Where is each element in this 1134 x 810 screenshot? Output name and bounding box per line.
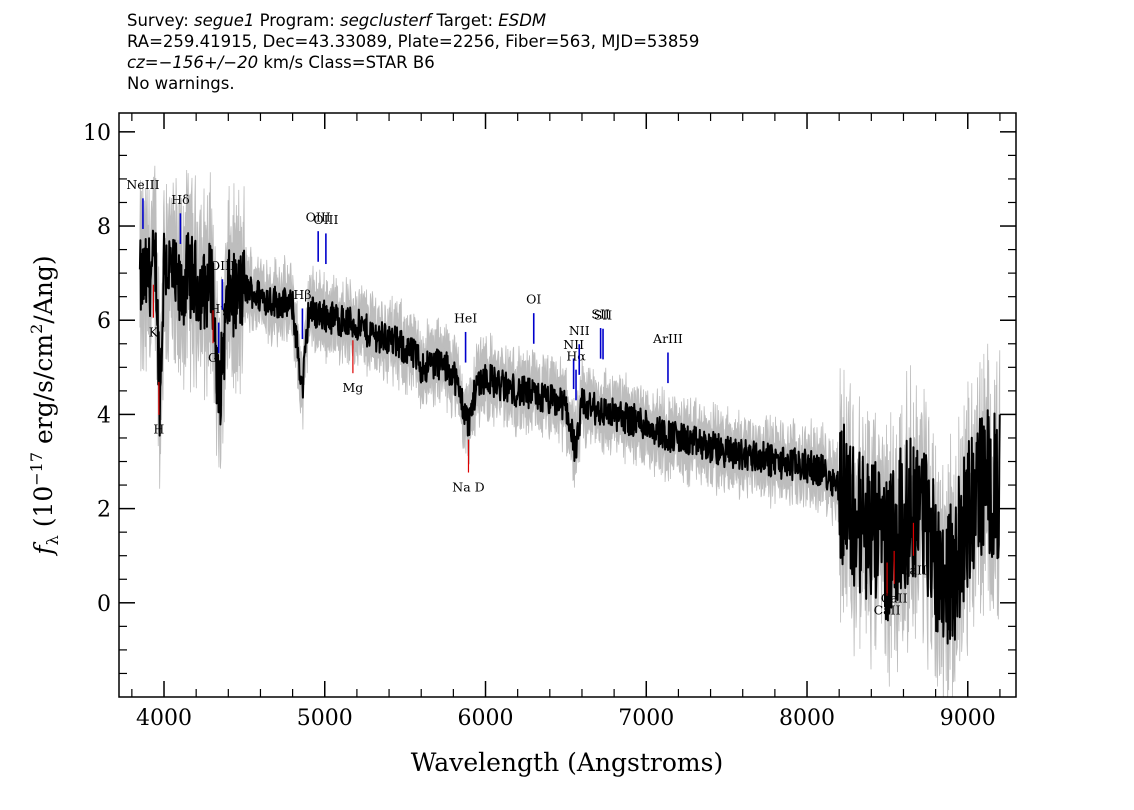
spectrum-header: Survey: segue1 Program: segclusterf Targ…	[127, 10, 699, 94]
line-marker-label: NeIII	[126, 177, 159, 192]
line-marker-label: Hδ	[171, 192, 189, 207]
y-tick-label: 4	[97, 403, 111, 428]
axes: 4000 5000 6000 7000 8000 9000 0 2 4 6 8 10	[83, 113, 1016, 731]
line-marker-label: CaII	[874, 602, 901, 617]
line-marker-label: OIII	[210, 258, 235, 273]
y-tick-label: 0	[97, 592, 111, 617]
line-marker-label: HeI	[454, 311, 477, 326]
line-marker-label: OIII	[306, 210, 331, 225]
line-marker-label: Hα	[566, 348, 586, 363]
target-value: ESDM	[498, 11, 547, 30]
line-marker-label: OIII	[313, 212, 338, 227]
program-value: segclusterf	[340, 11, 432, 30]
line-marker-label: OI	[526, 292, 541, 307]
x-tick-label: 6000	[458, 706, 514, 731]
header-line-survey: Survey: segue1 Program: segclusterf Targ…	[127, 11, 547, 30]
header-line-coordinates: RA=259.41915, Dec=43.33089, Plate=2256, …	[127, 32, 700, 51]
header-line-warnings: No warnings.	[127, 74, 235, 93]
x-tick-label: 8000	[779, 706, 835, 731]
line-marker-label: CaII	[900, 563, 927, 578]
line-marker-label: CaII	[881, 591, 908, 606]
x-tick-label: 5000	[297, 706, 353, 731]
y-tick-label: 8	[97, 215, 111, 240]
error-band	[139, 165, 1001, 697]
line-markers: NeIIIHδHγOIIIHβOIIIOIIIHeIOINIIHαNIISIIS…	[126, 177, 927, 617]
line-marker-label: H	[153, 422, 164, 437]
line-marker-label: ArIII	[652, 331, 683, 346]
y-axis-label: fλ (10−17 erg/s/cm2/Ang)	[27, 255, 62, 556]
x-tick-label: 9000	[940, 706, 996, 731]
flux-series-line	[138, 229, 1001, 645]
y-tick-label: 10	[83, 121, 111, 146]
line-marker-label: Hγ	[209, 301, 227, 316]
x-axis-label: Wavelength (Angstroms)	[411, 748, 723, 777]
x-tick-label: 4000	[136, 706, 192, 731]
line-marker-label: K	[149, 325, 159, 340]
line-marker-label: Na D	[452, 479, 484, 494]
survey-value: segue1	[194, 11, 255, 30]
plot-frame	[118, 112, 1017, 698]
cz-value: −156+/−20	[158, 53, 259, 72]
y-tick-label: 2	[97, 498, 111, 523]
y-tick-label: 6	[97, 309, 111, 334]
line-marker-label: SII	[591, 307, 610, 322]
line-marker-label: Mg	[342, 380, 363, 395]
line-marker-label: SII	[594, 307, 613, 322]
line-marker-label: G	[208, 350, 218, 365]
x-tick-label: 7000	[618, 706, 674, 731]
plot-content: NeIIIHδHγOIIIHβOIIIOIIIHeIOINIIHαNIISIIS…	[126, 165, 1001, 697]
line-marker-label: Hβ	[293, 287, 311, 302]
header-line-redshift: cz=−156+/−20 km/s Class=STAR B6	[127, 53, 435, 72]
spectrum-traces	[138, 165, 1001, 697]
line-marker-label: NII	[569, 323, 590, 338]
